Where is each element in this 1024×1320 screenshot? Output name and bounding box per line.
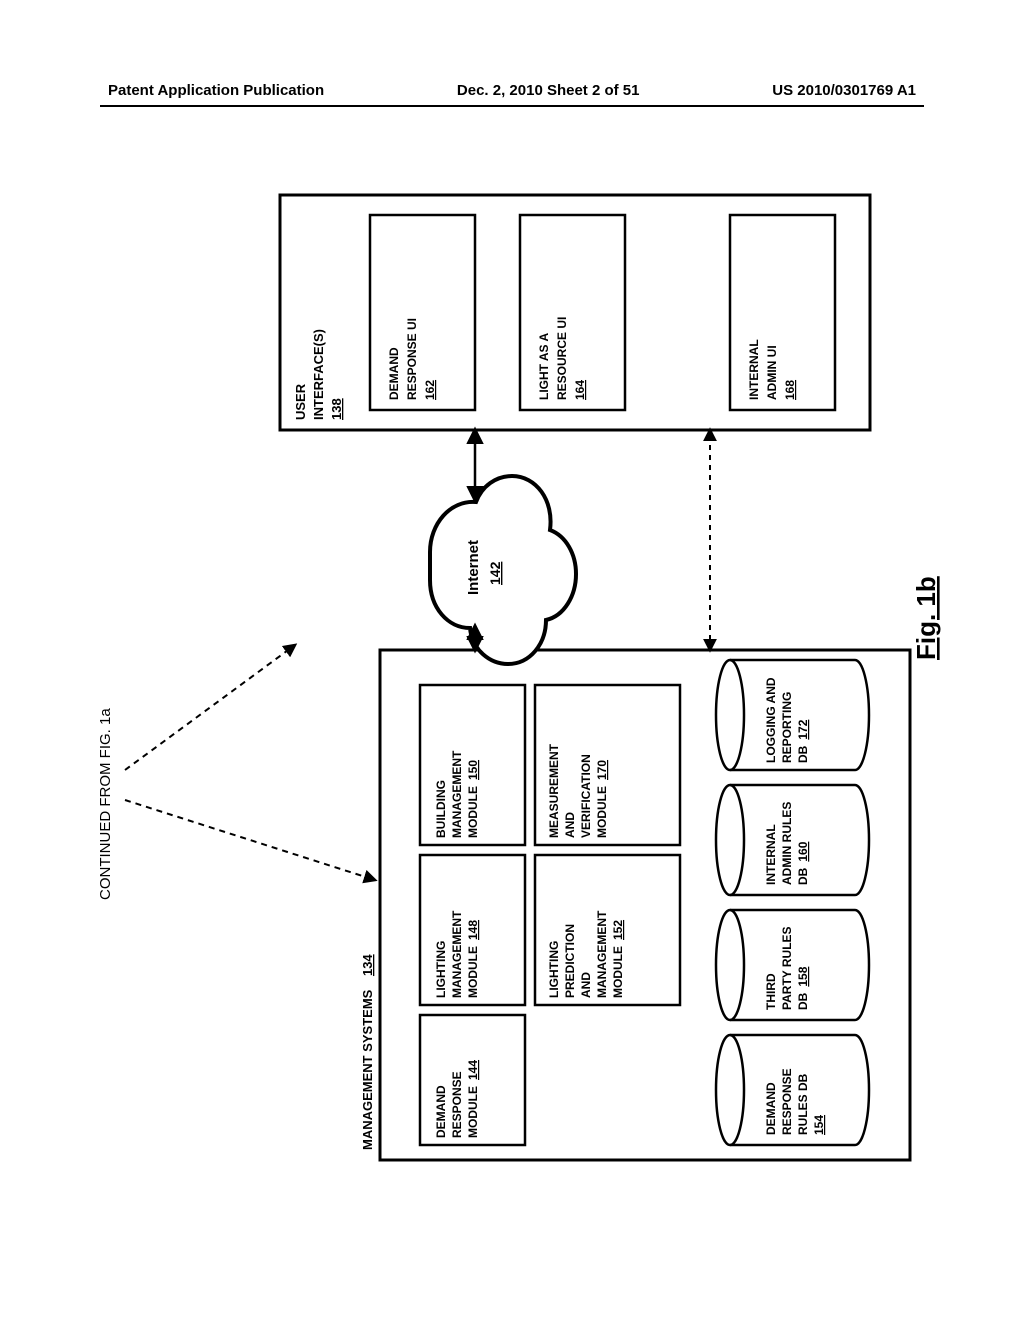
note-arrow-right bbox=[125, 645, 295, 770]
diagram-canvas: CONTINUED FROM FIG. 1a MANAGEMENT SYSTEM… bbox=[80, 150, 944, 1200]
third-party-rules-db: THIRD PARTY RULES DB158 bbox=[716, 910, 869, 1020]
internal-admin-ui-text: INTERNAL ADMIN UI 168 bbox=[747, 336, 797, 400]
mgmt-systems-label: MANAGEMENT SYSTEMS 134 bbox=[360, 954, 375, 1150]
lighting-mgmt-module-text: LIGHTING MANAGEMENT MODULE148 bbox=[434, 907, 480, 998]
continued-note: CONTINUED FROM FIG. 1a bbox=[97, 708, 114, 900]
light-resource-ui-text: LIGHT AS A RESOURCE UI 164 bbox=[537, 313, 587, 400]
page: Patent Application Publication Dec. 2, 2… bbox=[0, 0, 1024, 1320]
svg-text:LOGGING AND REPORTIN: LOGGING AND REPORTING DB172 bbox=[764, 674, 810, 763]
demand-response-module-text: DEMAND RESPONSE MODULE144 bbox=[434, 1060, 480, 1138]
svg-text:THIRD PARTY RULES: THIRD PARTY RULES DB158 bbox=[764, 923, 810, 1010]
building-mgmt-module-text: BUILDING MANAGEMENT MODULE150 bbox=[434, 747, 480, 838]
page-header: Patent Application Publication Dec. 2, 2… bbox=[108, 82, 916, 99]
rotated-figure: CONTINUED FROM FIG. 1a MANAGEMENT SYSTEM… bbox=[97, 195, 941, 1160]
header-right: US 2010/0301769 A1 bbox=[772, 82, 916, 99]
header-center: Dec. 2, 2010 Sheet 2 of 51 bbox=[457, 82, 640, 99]
note-arrow-left bbox=[125, 800, 375, 880]
figure-label: Fig. 1b bbox=[911, 576, 941, 660]
svg-text:INTERNAL ADMIN RULES: INTERNAL ADMIN RULES DB160 bbox=[764, 798, 810, 885]
svg-text:Internet: Internet bbox=[465, 540, 482, 595]
demand-response-ui-text: DEMAND RESPONSE UI 162 bbox=[387, 315, 437, 400]
internal-admin-rules-db: INTERNAL ADMIN RULES DB160 bbox=[716, 785, 869, 895]
internet-cloud: Internet 142 bbox=[430, 476, 576, 664]
logging-reporting-db: LOGGING AND REPORTING DB172 bbox=[716, 660, 869, 770]
user-interfaces-label: USER INTERFACE(S) 138 bbox=[293, 325, 344, 420]
measurement-verification-module-text: MEASUREMENT AND VERIFICATION MODULE170 bbox=[547, 741, 609, 838]
demand-response-rules-db: DEMAND RESPONSE RULES DB 154 bbox=[716, 1035, 869, 1145]
header-left: Patent Application Publication bbox=[108, 82, 324, 99]
lighting-prediction-module-text: LIGHTING PREDICTION AND MANAGEMENT MODUL… bbox=[547, 907, 625, 998]
svg-text:DEMAND RESPONSE: DEMAND RESPONSE RULES DB 154 bbox=[764, 1065, 826, 1135]
svg-text:142: 142 bbox=[487, 561, 503, 585]
header-rule bbox=[100, 105, 924, 107]
